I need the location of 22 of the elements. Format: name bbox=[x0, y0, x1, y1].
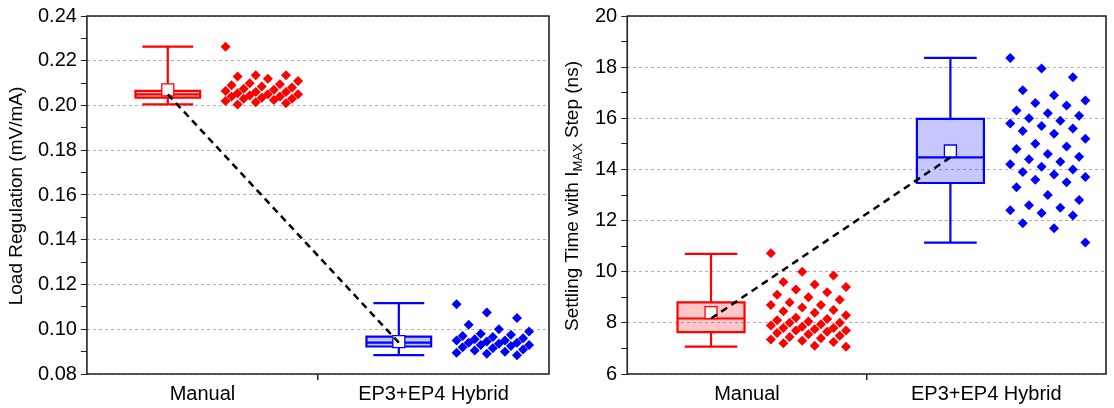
y-axis-title: Load Regulation (mV/mA) bbox=[5, 86, 27, 306]
y-tick-label: 6 bbox=[606, 361, 618, 384]
y-tick-label: 0.16 bbox=[37, 182, 77, 205]
y-tick-label: 18 bbox=[595, 54, 618, 77]
y-tick-label: 0.18 bbox=[37, 137, 77, 160]
y-tick-label: 10 bbox=[595, 259, 618, 282]
y-tick-label: 0.12 bbox=[37, 272, 77, 295]
x-tick-label: EP3+EP4 Hybrid bbox=[910, 381, 1062, 404]
x-tick-label: Manual bbox=[169, 381, 236, 404]
y-tick-label: 8 bbox=[606, 310, 618, 333]
x-tick-label: EP3+EP4 Hybrid bbox=[358, 381, 509, 404]
x-tick-label: Manual bbox=[714, 381, 780, 404]
y-tick-label: 14 bbox=[595, 156, 618, 179]
y-tick-label: 20 bbox=[595, 3, 618, 26]
y-tick-label: 0.10 bbox=[37, 316, 77, 339]
y-tick-label: 0.14 bbox=[37, 227, 77, 250]
y-tick-label: 0.20 bbox=[37, 93, 77, 116]
y-tick-label: 0.24 bbox=[37, 3, 77, 26]
y-tick-label: 16 bbox=[595, 105, 618, 128]
y-tick-label: 0.22 bbox=[37, 48, 77, 71]
y-tick-label: 12 bbox=[595, 208, 618, 231]
y-tick-label: 0.08 bbox=[37, 361, 77, 384]
